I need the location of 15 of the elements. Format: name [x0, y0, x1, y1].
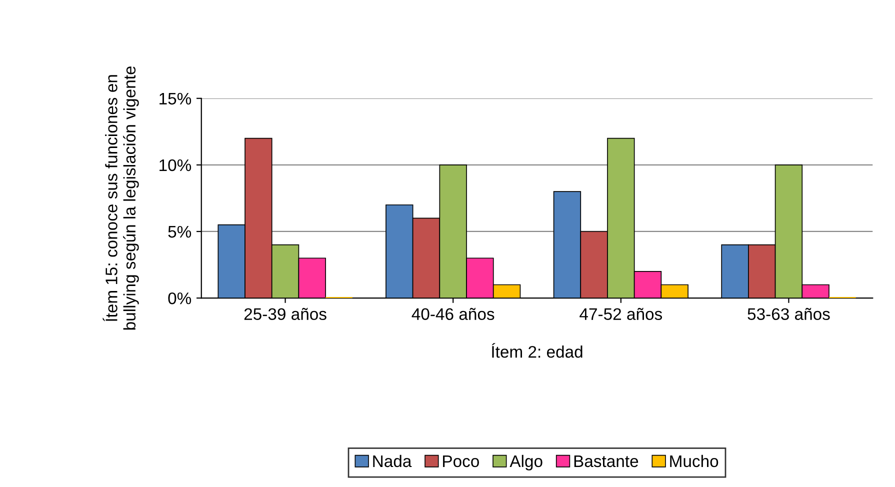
legend-label: Nada	[373, 454, 412, 468]
x-tick-label: 40-46 años	[412, 308, 494, 320]
legend-label: Bastante	[574, 455, 638, 468]
x-axis-title: Ítem 2: edad	[492, 343, 582, 358]
legend-label: Poco	[443, 455, 479, 468]
x-tick-label: 47-52 años	[580, 308, 662, 320]
y-tick-label: 10%	[160, 159, 192, 172]
y-tick-label: 5%	[168, 226, 192, 238]
x-tick-label: 53-63 años	[748, 308, 830, 320]
legend-label: Mucho	[670, 454, 718, 468]
y-tick-label: 15%	[160, 92, 192, 105]
y-tick-label: 0%	[168, 292, 192, 304]
legend-label: Algo	[510, 454, 542, 470]
x-tick-label: 25-39 años	[244, 308, 326, 320]
y-axis-title: Ítem 15: conoce sus funciones en bullying según la legislación vigente	[102, 66, 139, 330]
